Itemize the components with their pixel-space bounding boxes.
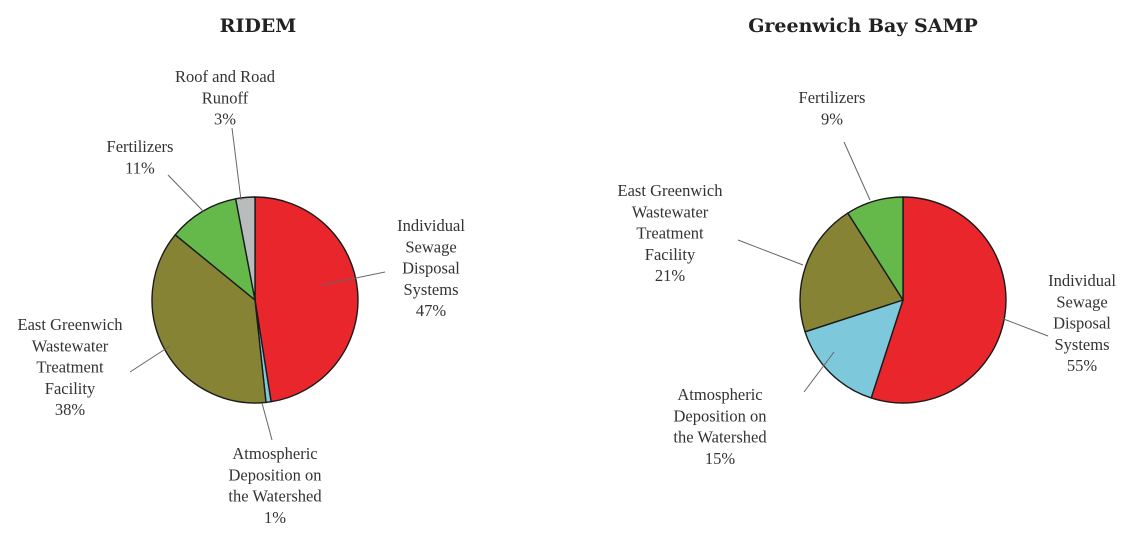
slice-label-atmospheric-deposition-on-the-watershed: Atmospheric Deposition on the Watershed 15% <box>673 385 767 468</box>
slice-label-line: Wastewater <box>32 336 109 355</box>
slice-label-line: Wastewater <box>632 202 709 221</box>
slice-label-line: Treatment <box>36 358 104 377</box>
chart-title: Greenwich Bay SAMP <box>748 15 978 37</box>
slice-label-line: Systems <box>1054 335 1109 354</box>
leader-line <box>262 403 272 440</box>
slice-percent-label: 9% <box>821 109 843 128</box>
slice-label-line: Facility <box>45 379 96 398</box>
slice-label-line: Atmospheric <box>232 444 317 463</box>
slice-label-line: Atmospheric <box>677 385 762 404</box>
slice-label-line: East Greenwich <box>618 181 724 200</box>
slice-label-east-greenwich-wastewater-treatment-facility: East Greenwich Wastewater Treatment Facilit… <box>618 181 724 285</box>
slice-label-line: East Greenwich <box>18 315 124 334</box>
slice-label-line: Systems <box>403 280 458 299</box>
leader-line <box>1001 318 1048 336</box>
slice-label-line: Sewage <box>1056 292 1107 311</box>
slice-label-line: Individual <box>1048 271 1116 290</box>
chart-title: RIDEM <box>220 15 297 37</box>
slice-label-line: Disposal <box>1053 314 1111 333</box>
slice-label-line: Deposition on <box>673 406 766 425</box>
slice-label-east-greenwich-wastewater-treatment-facility: East Greenwich Wastewater Treatment Facilit… <box>18 315 124 419</box>
leader-line <box>130 346 170 372</box>
slice-label-fertilizers: Fertilizers 11% <box>107 137 174 177</box>
slice-label-line: Runoff <box>202 88 249 107</box>
slice-label-line: Facility <box>645 245 696 264</box>
slice-label-line: Individual <box>397 216 465 235</box>
pie-chart-greenwich-bay-samp: Greenwich Bay SAMP Individual Sewage Dispos… <box>618 15 1117 468</box>
slice-label-roof-and-road-runoff: Roof and Road Runoff 3% <box>175 67 276 129</box>
pie-slice-individual-sewage-disposal-systems <box>255 197 358 402</box>
leader-line <box>168 175 204 212</box>
slice-label-line: Deposition on <box>228 465 321 484</box>
slice-percent-label: 15% <box>705 449 736 468</box>
slice-percent-label: 55% <box>1067 356 1098 375</box>
slice-label-line: the Watershed <box>673 428 767 447</box>
slice-label-line: the Watershed <box>228 487 322 506</box>
slice-label-line: Sewage <box>405 237 456 256</box>
pie-chart-ridem: RIDEM Individual Sewage Disposal Systems 47% A… <box>18 15 466 527</box>
leader-line <box>232 128 241 200</box>
slice-percent-label: 38% <box>55 400 86 419</box>
slice-label-individual-sewage-disposal-systems: Individual Sewage Disposal Systems 55% <box>1048 271 1116 375</box>
slice-label-fertilizers: Fertilizers 9% <box>799 88 866 128</box>
slice-label-line: Fertilizers <box>799 88 866 107</box>
slice-percent-label: 3% <box>214 110 236 129</box>
slice-label-individual-sewage-disposal-systems: Individual Sewage Disposal Systems 47% <box>397 216 465 320</box>
slice-label-line: Treatment <box>636 224 704 243</box>
leader-line <box>738 240 803 265</box>
slice-percent-label: 11% <box>125 158 155 177</box>
slice-label-line: Fertilizers <box>107 137 174 156</box>
leader-line <box>844 142 870 200</box>
slice-percent-label: 1% <box>264 508 286 527</box>
slice-percent-label: 21% <box>655 266 686 285</box>
slice-label-line: Disposal <box>402 259 460 278</box>
slice-label-line: Roof and Road <box>175 67 276 86</box>
slice-label-atmospheric-deposition-on-the-watershed: Atmospheric Deposition on the Watershed 1% <box>228 444 322 527</box>
slice-percent-label: 47% <box>416 301 447 320</box>
